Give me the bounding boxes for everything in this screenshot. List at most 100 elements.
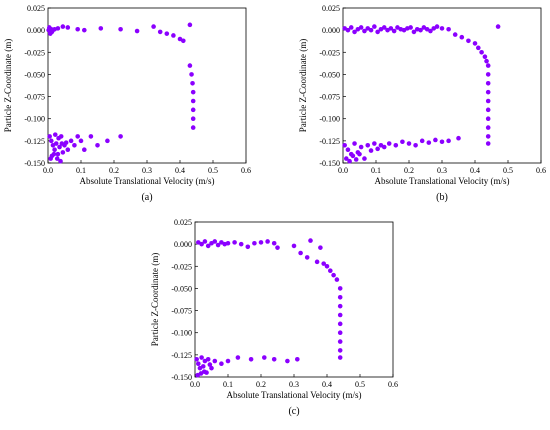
data-point (194, 356, 199, 362)
data-point (456, 135, 461, 141)
data-point (48, 31, 53, 36)
data-point (452, 32, 458, 37)
data-point (337, 330, 343, 336)
y-tick-label: -0.050 (319, 70, 340, 79)
y-tick-label: -0.125 (171, 351, 192, 360)
data-point (209, 365, 214, 371)
data-point (88, 134, 94, 139)
data-point (291, 243, 297, 249)
y-tick-label: 0.000 (27, 26, 45, 35)
data-point (331, 272, 336, 278)
x-tick-label: 0.4 (322, 380, 332, 389)
data-point (212, 239, 218, 244)
data-point (388, 26, 394, 31)
y-tick-label: -0.125 (319, 137, 340, 146)
data-point (205, 356, 211, 362)
data-point (235, 355, 241, 360)
data-point (350, 153, 356, 159)
y-tick-label: 0.025 (322, 4, 340, 13)
data-point (258, 240, 264, 245)
data-point (262, 355, 267, 360)
data-point (225, 358, 231, 364)
data-point (365, 142, 371, 148)
data-point (484, 58, 489, 64)
y-axis-title: Particle Z-Coordinate (m) (298, 39, 308, 132)
data-point (95, 142, 100, 148)
data-point (375, 146, 380, 152)
data-point (190, 116, 196, 122)
data-point (393, 142, 399, 148)
data-point (187, 22, 193, 28)
data-point (181, 38, 186, 44)
data-point (347, 158, 352, 164)
data-point (352, 29, 357, 35)
data-point (368, 148, 374, 153)
data-point (472, 41, 478, 46)
data-point (479, 49, 484, 55)
data-point (207, 362, 213, 367)
y-tick-label: -0.125 (24, 137, 45, 146)
x-tick-label: 0.3 (142, 166, 152, 175)
data-point (466, 38, 471, 44)
data-point (345, 27, 351, 33)
data-point (105, 138, 110, 144)
y-tick-label: 0.025 (174, 218, 192, 227)
data-point (171, 33, 176, 38)
x-axis-title: Absolute Translational Velocity (m/s) (374, 176, 509, 186)
x-tick-label: 0.0 (43, 166, 53, 175)
data-point (164, 31, 170, 36)
data-point (49, 138, 54, 144)
scatter-points (194, 238, 343, 378)
data-point (485, 98, 491, 104)
data-point (353, 157, 359, 162)
data-point (58, 158, 63, 164)
y-tick-label: -0.075 (171, 307, 192, 316)
data-point (428, 28, 433, 34)
data-point (485, 72, 491, 77)
data-point (196, 361, 201, 367)
data-point (47, 25, 52, 30)
data-point (53, 141, 59, 146)
data-point (485, 125, 491, 130)
data-point (358, 144, 364, 150)
data-point (205, 243, 211, 249)
data-point (328, 268, 333, 274)
data-point (308, 238, 313, 243)
data-point (78, 138, 84, 144)
data-point (304, 255, 310, 260)
data-point (476, 45, 481, 51)
data-point (337, 312, 343, 318)
data-point (391, 28, 397, 34)
data-point (190, 107, 196, 113)
x-tick-label: 0.1 (223, 380, 233, 389)
data-point (426, 140, 432, 145)
data-point (190, 125, 196, 130)
y-tick-label: -0.150 (24, 159, 45, 168)
data-point (337, 286, 343, 291)
x-axis-title: Absolute Translational Velocity (m/s) (79, 176, 214, 186)
x-tick-label: 0.5 (208, 166, 218, 175)
data-point (75, 134, 80, 139)
data-point (232, 240, 237, 245)
data-point (75, 26, 80, 32)
data-point (189, 72, 194, 77)
data-point (495, 24, 501, 29)
data-point (275, 245, 280, 250)
data-point (485, 80, 491, 86)
y-tick-label: -0.100 (24, 115, 45, 124)
data-point (408, 25, 413, 30)
data-point (98, 26, 104, 31)
data-point (318, 245, 323, 250)
data-point (368, 27, 374, 33)
x-tick-label: 0.5 (503, 166, 513, 175)
data-point (63, 140, 69, 145)
data-point (485, 107, 491, 113)
data-point (212, 358, 218, 364)
data-point (439, 139, 445, 145)
data-point (381, 144, 387, 150)
data-point (49, 153, 55, 159)
data-point (337, 294, 343, 300)
data-point (215, 242, 221, 248)
data-point (321, 261, 327, 266)
data-point (65, 147, 71, 153)
